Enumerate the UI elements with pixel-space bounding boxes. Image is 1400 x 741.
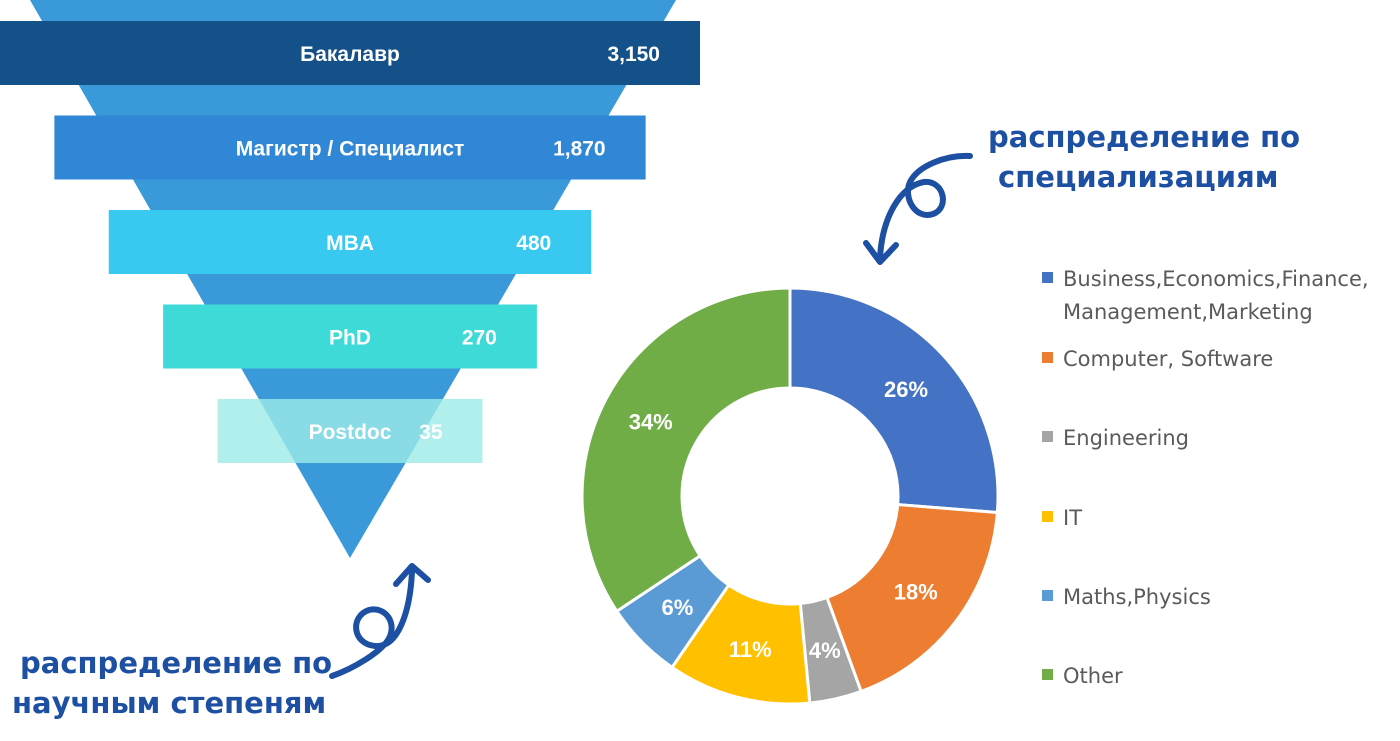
caption-line: распределение по: [20, 646, 333, 680]
funnel-bar: [217, 399, 483, 463]
legend-swatch: [1042, 669, 1053, 680]
funnel-bar: [54, 115, 646, 180]
legend-swatch: [1042, 431, 1053, 442]
funnel-value-label: 1,870: [553, 138, 606, 161]
legend-swatch: [1042, 590, 1053, 601]
funnel-bar: [108, 210, 592, 274]
degrees-caption: распределение по научным степеням: [12, 643, 333, 723]
donut-percent-label: 6%: [661, 595, 693, 620]
arrow-specializations-icon: [863, 152, 973, 265]
donut-percent-label: 26%: [884, 377, 928, 402]
legend-label: Business,Economics,Finance, Management,M…: [1063, 267, 1369, 324]
funnel-category-label: Магистр / Специалист: [236, 138, 465, 161]
caption-line: распределение по: [988, 120, 1301, 154]
funnel-value-label: 480: [516, 232, 551, 255]
arrow-degrees-icon: [329, 563, 431, 679]
funnel-bar: [0, 21, 700, 85]
legend-item: IT: [1042, 502, 1373, 535]
funnel-value-label: 35: [419, 421, 443, 444]
legend-label: Maths,Physics: [1063, 585, 1211, 609]
legend-swatch: [1042, 272, 1053, 283]
donut-slice: [788, 286, 1000, 515]
legend-swatch: [1042, 352, 1053, 363]
degree-funnel-chart: Бакалавр 3,150 Магистр / Специалист 1,870 MB…: [0, 0, 700, 558]
legend-item: Maths,Physics: [1042, 581, 1373, 614]
funnel-category-label: PhD: [329, 327, 371, 350]
specialization-donut-chart: 26% 18% 4% 11% 6% 34%: [580, 286, 1000, 706]
funnel-category-label: Бакалавр: [300, 43, 400, 66]
legend-item: Business,Economics,Finance, Management,M…: [1042, 263, 1373, 329]
donut-percent-label: 11%: [729, 637, 772, 662]
caption-line: специализациям: [998, 160, 1279, 194]
donut-slice: [580, 286, 792, 614]
funnel-category-label: MBA: [326, 232, 374, 255]
legend-label: IT: [1063, 506, 1083, 530]
donut-percent-label: 34%: [629, 409, 673, 434]
legend-item: Other: [1042, 660, 1373, 693]
caption-line: научным степеням: [12, 686, 327, 720]
donut-percent-label: 4%: [809, 638, 841, 663]
legend-label: Engineering: [1063, 426, 1189, 450]
legend-label: Computer, Software: [1063, 347, 1274, 371]
legend-swatch: [1042, 511, 1053, 522]
funnel-value-label: 270: [462, 327, 497, 350]
donut-percent-label: 18%: [894, 580, 938, 605]
funnel-bar: [163, 304, 537, 369]
legend-item: Engineering: [1042, 422, 1373, 455]
funnel-category-label: Postdoc: [309, 421, 392, 444]
specializations-caption: распределение по специализациям: [988, 117, 1300, 197]
legend-label: Other: [1063, 664, 1123, 688]
legend-item: Computer, Software: [1042, 343, 1373, 376]
donut-slice: [825, 502, 999, 694]
funnel-value-label: 3,150: [607, 43, 660, 66]
